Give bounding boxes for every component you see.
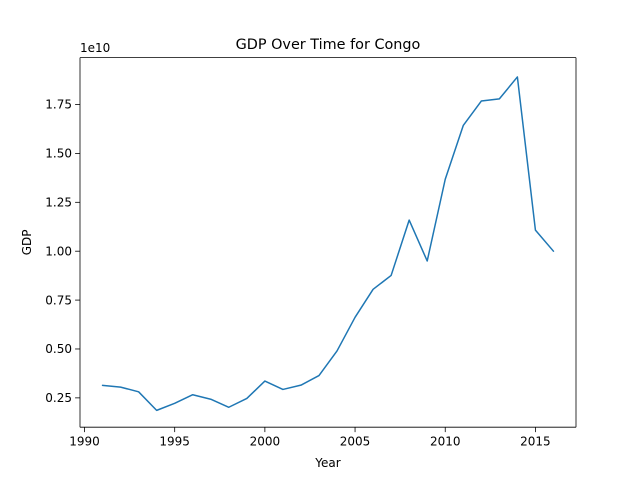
x-tick-label: 2005 (340, 435, 371, 449)
x-tick-label: 2010 (430, 435, 461, 449)
y-tick-label: 0.75 (45, 293, 72, 307)
x-axis: 1990 1995 2000 2005 2010 2015 (69, 427, 551, 449)
plot-frame (79, 57, 577, 428)
x-tick-label: 2000 (250, 435, 281, 449)
x-axis-label: Year (314, 456, 340, 470)
gdp-series-line (101, 76, 555, 412)
series-layer (101, 76, 555, 412)
y-tick-label: 1.25 (45, 196, 72, 210)
y-tick-label: 0.25 (45, 391, 72, 405)
y-tick-label: 0.50 (45, 342, 72, 356)
chart-title: GDP Over Time for Congo (236, 37, 421, 53)
y-tick-label: 1.75 (45, 98, 72, 112)
y-tick-label: 1.00 (45, 244, 72, 258)
y-offset-label: 1e10 (80, 41, 110, 55)
x-tick-label: 1990 (69, 435, 100, 449)
y-tick-label: 1.50 (45, 147, 72, 161)
y-axis: 0.25 0.50 0.75 1.00 1.25 1.50 1.75 (45, 98, 80, 405)
y-axis-label: GDP (20, 230, 34, 256)
x-tick-label: 2015 (520, 435, 551, 449)
x-tick-label: 1995 (159, 435, 190, 449)
plot-area (80, 57, 576, 428)
